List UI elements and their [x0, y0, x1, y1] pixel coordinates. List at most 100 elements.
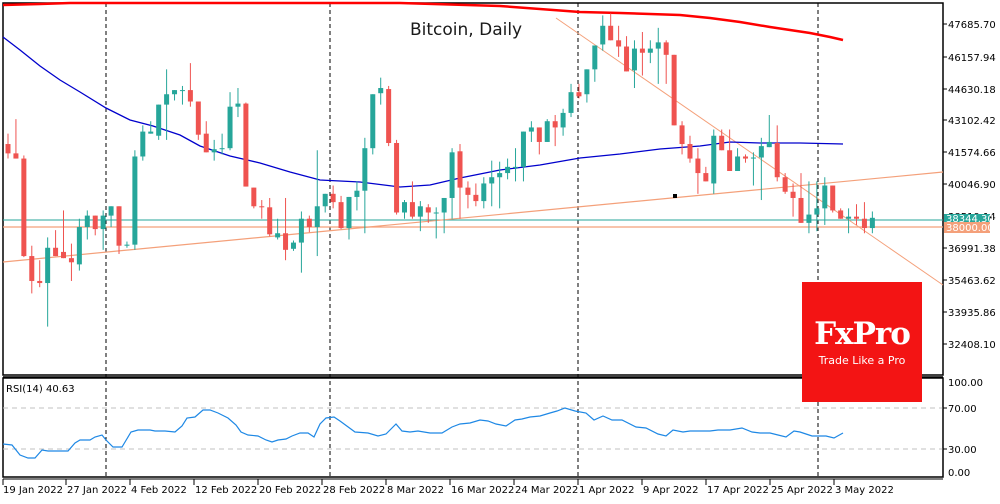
candle[interactable]: [766, 114, 772, 148]
candle[interactable]: [711, 129, 717, 194]
candle[interactable]: [552, 114, 558, 147]
candle[interactable]: [267, 197, 273, 237]
candle[interactable]: [647, 40, 653, 64]
candle[interactable]: [402, 200, 407, 219]
candle[interactable]: [92, 215, 98, 236]
candle[interactable]: [132, 150, 138, 250]
candle[interactable]: [172, 90, 178, 101]
candle[interactable]: [409, 181, 415, 219]
candle[interactable]: [259, 200, 265, 219]
candle[interactable]: [576, 83, 582, 99]
candle[interactable]: [433, 207, 439, 239]
candle[interactable]: [687, 135, 693, 163]
candle[interactable]: [703, 166, 709, 182]
candle[interactable]: [513, 148, 519, 182]
candle[interactable]: [386, 85, 392, 147]
candle[interactable]: [838, 208, 844, 219]
candle[interactable]: [227, 92, 233, 151]
candle[interactable]: [742, 154, 748, 163]
candle[interactable]: [798, 173, 804, 223]
candle[interactable]: [631, 40, 637, 89]
candle[interactable]: [536, 127, 542, 155]
candle[interactable]: [846, 208, 852, 234]
candle[interactable]: [203, 121, 209, 153]
candle[interactable]: [53, 230, 59, 257]
candle[interactable]: [219, 133, 225, 155]
candle[interactable]: [235, 88, 241, 118]
candle[interactable]: [624, 36, 630, 72]
candle[interactable]: [854, 204, 860, 225]
candle[interactable]: [505, 158, 511, 180]
candle[interactable]: [306, 215, 312, 233]
candle[interactable]: [124, 241, 130, 248]
candle[interactable]: [671, 54, 677, 126]
candle[interactable]: [314, 150, 320, 257]
rsi-panel[interactable]: [2, 377, 944, 478]
candle[interactable]: [322, 193, 328, 213]
candle[interactable]: [346, 196, 352, 240]
candle[interactable]: [243, 102, 249, 187]
candle[interactable]: [774, 125, 780, 182]
candle[interactable]: [164, 69, 170, 140]
candle[interactable]: [568, 83, 574, 118]
candle[interactable]: [29, 245, 35, 294]
candle[interactable]: [869, 211, 875, 234]
candle[interactable]: [655, 27, 661, 84]
candle[interactable]: [195, 101, 201, 140]
candle[interactable]: [290, 240, 296, 251]
candle[interactable]: [489, 160, 495, 207]
candle[interactable]: [679, 121, 685, 155]
candle[interactable]: [592, 45, 598, 82]
candle[interactable]: [861, 202, 867, 234]
candle[interactable]: [481, 177, 487, 209]
candle[interactable]: [758, 137, 764, 201]
candle[interactable]: [465, 181, 471, 209]
candle[interactable]: [116, 206, 122, 254]
candle[interactable]: [362, 137, 368, 234]
candle[interactable]: [156, 104, 162, 140]
candle[interactable]: [663, 40, 669, 84]
candle[interactable]: [584, 69, 590, 103]
candle[interactable]: [354, 181, 360, 211]
descending-trendline[interactable]: [555, 17, 944, 286]
candle[interactable]: [76, 218, 82, 271]
candle[interactable]: [457, 144, 463, 219]
candle[interactable]: [5, 133, 11, 159]
candle[interactable]: [750, 152, 756, 186]
candle[interactable]: [560, 108, 566, 136]
candle[interactable]: [600, 15, 606, 51]
candle[interactable]: [806, 181, 812, 234]
candle[interactable]: [497, 161, 503, 209]
candle[interactable]: [108, 206, 114, 228]
candle[interactable]: [338, 195, 344, 230]
candle[interactable]: [608, 13, 614, 41]
candle[interactable]: [830, 185, 836, 213]
candle[interactable]: [140, 125, 146, 161]
candlestick-series[interactable]: [5, 13, 875, 327]
candle[interactable]: [528, 121, 534, 142]
candle[interactable]: [378, 77, 384, 105]
candle[interactable]: [37, 260, 43, 288]
candle[interactable]: [417, 201, 423, 232]
candle[interactable]: [782, 173, 788, 194]
candle[interactable]: [251, 187, 257, 209]
candle[interactable]: [814, 181, 820, 232]
candle[interactable]: [394, 139, 400, 215]
candle[interactable]: [187, 63, 193, 107]
candle[interactable]: [370, 94, 376, 155]
candle[interactable]: [616, 25, 622, 57]
candle[interactable]: [61, 210, 67, 259]
candle[interactable]: [520, 131, 526, 182]
candle[interactable]: [425, 204, 431, 223]
candle[interactable]: [211, 139, 217, 161]
candle[interactable]: [68, 243, 74, 281]
candle[interactable]: [449, 148, 455, 219]
candle[interactable]: [148, 121, 154, 134]
candle[interactable]: [822, 177, 828, 225]
candle[interactable]: [283, 197, 289, 261]
candle[interactable]: [45, 237, 51, 327]
candle[interactable]: [298, 211, 304, 273]
candle[interactable]: [719, 129, 725, 151]
candle[interactable]: [544, 119, 550, 142]
